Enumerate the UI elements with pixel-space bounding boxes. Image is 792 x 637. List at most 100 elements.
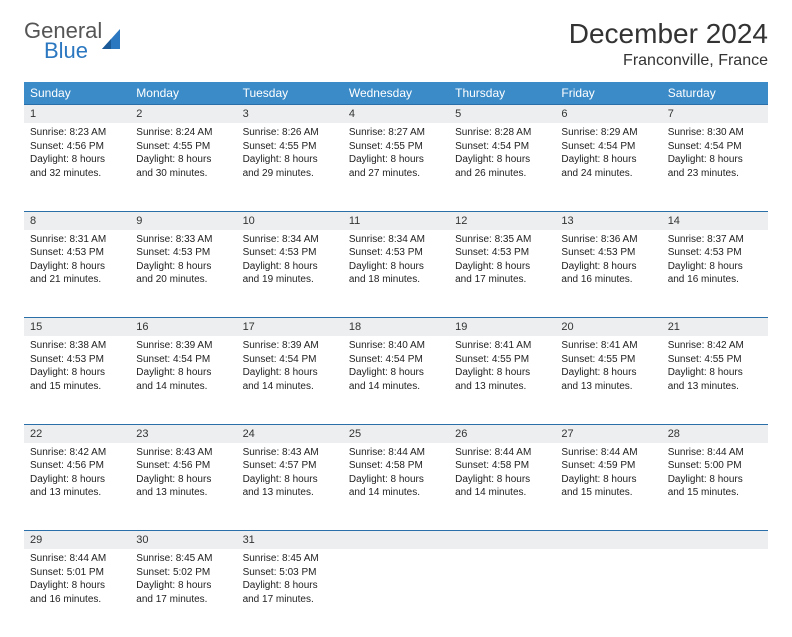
day-line: Daylight: 8 hours	[668, 366, 762, 380]
day-content-cell	[662, 549, 768, 637]
day-line: Sunset: 4:53 PM	[349, 246, 443, 260]
day-content-cell: Sunrise: 8:28 AMSunset: 4:54 PMDaylight:…	[449, 123, 555, 211]
day-line: Daylight: 8 hours	[136, 579, 230, 593]
day-line: Daylight: 8 hours	[136, 260, 230, 274]
day-line: Sunrise: 8:26 AM	[243, 126, 337, 140]
weekday-header: Thursday	[449, 82, 555, 105]
weekday-header-row: Sunday Monday Tuesday Wednesday Thursday…	[24, 82, 768, 105]
calendar-table: Sunday Monday Tuesday Wednesday Thursday…	[24, 82, 768, 637]
day-content-row: Sunrise: 8:38 AMSunset: 4:53 PMDaylight:…	[24, 336, 768, 424]
day-content-cell: Sunrise: 8:44 AMSunset: 4:58 PMDaylight:…	[343, 443, 449, 531]
day-line: Sunrise: 8:44 AM	[455, 446, 549, 460]
day-line: Daylight: 8 hours	[668, 260, 762, 274]
day-line: Daylight: 8 hours	[455, 260, 549, 274]
day-line: and 14 minutes.	[455, 486, 549, 500]
day-line: and 24 minutes.	[561, 167, 655, 181]
day-line: Daylight: 8 hours	[668, 473, 762, 487]
day-line: Sunset: 4:55 PM	[455, 353, 549, 367]
day-line: Sunset: 5:03 PM	[243, 566, 337, 580]
day-line: and 15 minutes.	[30, 380, 124, 394]
day-line: Sunset: 4:53 PM	[561, 246, 655, 260]
day-line: Sunrise: 8:44 AM	[30, 552, 124, 566]
day-line: Sunrise: 8:39 AM	[136, 339, 230, 353]
day-line: Sunrise: 8:41 AM	[561, 339, 655, 353]
day-number-row: 1234567	[24, 105, 768, 124]
day-line: and 23 minutes.	[668, 167, 762, 181]
day-line: and 17 minutes.	[243, 593, 337, 607]
day-line: Daylight: 8 hours	[30, 366, 124, 380]
day-line: Daylight: 8 hours	[349, 366, 443, 380]
day-content-row: Sunrise: 8:31 AMSunset: 4:53 PMDaylight:…	[24, 230, 768, 318]
day-content-cell: Sunrise: 8:39 AMSunset: 4:54 PMDaylight:…	[237, 336, 343, 424]
day-line: Daylight: 8 hours	[561, 153, 655, 167]
day-line: Sunset: 4:56 PM	[30, 140, 124, 154]
day-line: and 16 minutes.	[30, 593, 124, 607]
day-line: Daylight: 8 hours	[243, 473, 337, 487]
day-line: Sunset: 5:00 PM	[668, 459, 762, 473]
day-line: Daylight: 8 hours	[349, 473, 443, 487]
weekday-header: Friday	[555, 82, 661, 105]
day-line: Sunrise: 8:28 AM	[455, 126, 549, 140]
day-line: Sunrise: 8:39 AM	[243, 339, 337, 353]
day-line: Sunset: 4:57 PM	[243, 459, 337, 473]
day-number-cell: 17	[237, 318, 343, 337]
day-line: and 17 minutes.	[455, 273, 549, 287]
day-number-cell: 20	[555, 318, 661, 337]
day-line: and 17 minutes.	[136, 593, 230, 607]
day-line: and 13 minutes.	[561, 380, 655, 394]
logo-sail-icon	[102, 29, 124, 55]
day-line: Sunrise: 8:43 AM	[136, 446, 230, 460]
day-number-cell: 31	[237, 531, 343, 550]
day-line: and 32 minutes.	[30, 167, 124, 181]
day-line: Sunset: 5:02 PM	[136, 566, 230, 580]
day-line: Sunset: 4:55 PM	[243, 140, 337, 154]
day-line: Sunset: 4:54 PM	[668, 140, 762, 154]
day-line: Daylight: 8 hours	[243, 153, 337, 167]
day-content-cell: Sunrise: 8:41 AMSunset: 4:55 PMDaylight:…	[449, 336, 555, 424]
day-number-row: 15161718192021	[24, 318, 768, 337]
day-line: Sunrise: 8:34 AM	[243, 233, 337, 247]
day-line: Sunrise: 8:31 AM	[30, 233, 124, 247]
day-line: Daylight: 8 hours	[455, 153, 549, 167]
day-number-cell: 16	[130, 318, 236, 337]
day-number-cell: 24	[237, 424, 343, 443]
day-number-cell: 14	[662, 211, 768, 230]
day-line: Daylight: 8 hours	[349, 260, 443, 274]
day-line: and 14 minutes.	[136, 380, 230, 394]
day-number-cell: 12	[449, 211, 555, 230]
day-number-cell: 18	[343, 318, 449, 337]
weekday-header: Monday	[130, 82, 236, 105]
day-line: and 13 minutes.	[243, 486, 337, 500]
day-content-row: Sunrise: 8:42 AMSunset: 4:56 PMDaylight:…	[24, 443, 768, 531]
day-line: Daylight: 8 hours	[136, 153, 230, 167]
day-line: Daylight: 8 hours	[30, 260, 124, 274]
day-content-cell: Sunrise: 8:33 AMSunset: 4:53 PMDaylight:…	[130, 230, 236, 318]
day-content-cell: Sunrise: 8:24 AMSunset: 4:55 PMDaylight:…	[130, 123, 236, 211]
day-line: and 13 minutes.	[30, 486, 124, 500]
day-line: Sunrise: 8:24 AM	[136, 126, 230, 140]
day-line: Daylight: 8 hours	[349, 153, 443, 167]
day-line: and 29 minutes.	[243, 167, 337, 181]
day-line: Sunset: 4:59 PM	[561, 459, 655, 473]
day-line: and 13 minutes.	[455, 380, 549, 394]
day-line: Sunrise: 8:42 AM	[668, 339, 762, 353]
day-line: Daylight: 8 hours	[136, 366, 230, 380]
day-line: and 15 minutes.	[561, 486, 655, 500]
day-line: Sunrise: 8:30 AM	[668, 126, 762, 140]
day-line: Sunset: 4:53 PM	[30, 353, 124, 367]
day-line: Sunrise: 8:23 AM	[30, 126, 124, 140]
day-line: and 18 minutes.	[349, 273, 443, 287]
day-content-cell: Sunrise: 8:27 AMSunset: 4:55 PMDaylight:…	[343, 123, 449, 211]
day-line: Sunrise: 8:36 AM	[561, 233, 655, 247]
day-number-cell	[555, 531, 661, 550]
day-line: and 13 minutes.	[668, 380, 762, 394]
weekday-header: Saturday	[662, 82, 768, 105]
day-line: and 27 minutes.	[349, 167, 443, 181]
day-line: and 19 minutes.	[243, 273, 337, 287]
day-number-cell: 23	[130, 424, 236, 443]
day-content-row: Sunrise: 8:44 AMSunset: 5:01 PMDaylight:…	[24, 549, 768, 637]
day-number-cell	[343, 531, 449, 550]
day-line: Sunrise: 8:37 AM	[668, 233, 762, 247]
day-number-cell: 5	[449, 105, 555, 124]
day-line: Sunset: 4:54 PM	[136, 353, 230, 367]
